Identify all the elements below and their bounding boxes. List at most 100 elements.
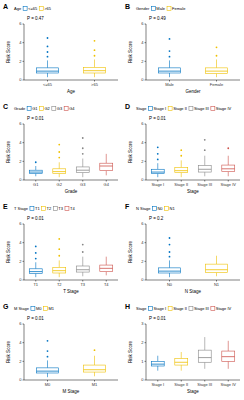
legend-key: [39, 107, 43, 111]
x-label: Age: [67, 89, 76, 94]
panel-letter: H: [125, 303, 130, 310]
panel: ET StageT1T2T3T4P = 0.010246Risk ScoreT1…: [3, 203, 118, 294]
legend-key: [189, 107, 193, 111]
outlier: [180, 149, 182, 151]
y-axis: [24, 324, 25, 380]
x-tick-label: G2: [57, 182, 63, 187]
y-tick: [145, 61, 147, 62]
legend-label: Stage II: [173, 306, 187, 311]
median: [53, 270, 66, 271]
upper-whisker: [157, 163, 158, 169]
legend: GradeG1G2G3G4: [14, 106, 75, 111]
panel-letter: D: [125, 103, 130, 110]
y-tick-label: 0: [141, 277, 144, 282]
outlier: [169, 251, 171, 253]
x-label: Gender: [185, 89, 201, 94]
outlier: [227, 147, 229, 149]
y-tick-label: 6: [19, 321, 22, 326]
legend-title: Gender: [136, 6, 150, 11]
lower-whisker: [47, 373, 48, 377]
legend-title: M Stage: [14, 306, 30, 311]
y-axis: [146, 324, 147, 380]
lower-whisker: [157, 173, 158, 177]
outlier: [58, 157, 60, 159]
median: [159, 71, 181, 72]
outlier: [204, 139, 206, 141]
panel: GM StageM0M1P = 0.010246Risk ScoreM0M1M …: [3, 303, 118, 394]
upper-whisker: [157, 356, 158, 362]
lower-whisker: [216, 73, 217, 77]
y-tick-label: 6: [141, 121, 144, 126]
y-tick: [145, 324, 147, 325]
outlier: [58, 151, 60, 153]
panel: FN StageN0N1P = 0.20246Risk ScoreN0N1N S…: [125, 203, 240, 294]
panel: HStageStage IStage IIStage IIIStage IVP …: [125, 303, 240, 394]
y-axis: [146, 124, 147, 180]
p-value: P = 0.01: [27, 316, 44, 321]
y-tick-label: 4: [141, 140, 144, 145]
y-label: Risk Score: [6, 341, 11, 363]
legend-label: Stage IV: [216, 106, 232, 111]
y-tick-label: 4: [19, 340, 22, 345]
legend-label: T3: [58, 206, 63, 211]
legend-key: [53, 207, 57, 211]
upper-whisker: [47, 60, 48, 67]
outlier: [35, 246, 37, 248]
upper-whisker: [35, 262, 36, 269]
legend-key: [31, 307, 35, 311]
x-tick-label: T1: [33, 282, 38, 287]
x-tick-label: N1: [214, 282, 220, 287]
x-axis: [146, 380, 240, 381]
outlier: [157, 146, 159, 148]
box: [76, 167, 89, 173]
outlier: [47, 56, 49, 58]
upper-whisker: [181, 352, 182, 359]
box: [76, 266, 89, 272]
outlier: [58, 238, 60, 240]
upper-whisker: [47, 360, 48, 367]
legend-label: Stage I: [153, 106, 166, 111]
lower-whisker: [169, 273, 170, 277]
y-label: Risk Score: [6, 41, 11, 63]
legend-label: Stage II: [173, 106, 187, 111]
upper-whisker: [169, 260, 170, 267]
upper-whisker: [94, 59, 95, 67]
legend-key: [64, 107, 68, 111]
box: [29, 269, 42, 274]
y-tick: [23, 80, 25, 81]
legend-label: G2: [44, 106, 50, 111]
lower-whisker: [181, 173, 182, 178]
panel-letter: G: [3, 303, 9, 310]
p-value: P = 0.47: [27, 16, 44, 21]
lower-whisker: [59, 273, 60, 277]
panel-letter: A: [3, 3, 8, 10]
upper-whisker: [204, 156, 205, 166]
outlier: [47, 46, 49, 48]
legend-label: Female: [172, 6, 186, 11]
outlier: [94, 40, 96, 42]
outlier: [82, 251, 84, 253]
box: [151, 361, 164, 366]
x-tick-label: G4: [104, 182, 110, 187]
box: [53, 169, 66, 174]
lower-whisker: [35, 273, 36, 277]
y-tick: [23, 142, 25, 143]
lower-whisker: [35, 173, 36, 176]
lower-whisker: [204, 172, 205, 176]
p-value: P = 0.49: [149, 16, 166, 21]
y-tick: [23, 61, 25, 62]
y-tick-label: 2: [141, 340, 144, 345]
outlier: [169, 50, 171, 52]
x-label: Stage: [187, 189, 199, 194]
legend-key: [211, 107, 215, 111]
y-tick-label: 0: [141, 377, 144, 382]
y-tick: [23, 324, 25, 325]
y-tick: [145, 242, 147, 243]
p-value: P = 0.01: [149, 116, 166, 121]
x-axis: [146, 80, 240, 81]
median: [151, 364, 164, 365]
upper-whisker: [106, 154, 107, 163]
lower-whisker: [204, 362, 205, 369]
y-tick-label: 6: [141, 221, 144, 226]
box: [37, 68, 59, 73]
